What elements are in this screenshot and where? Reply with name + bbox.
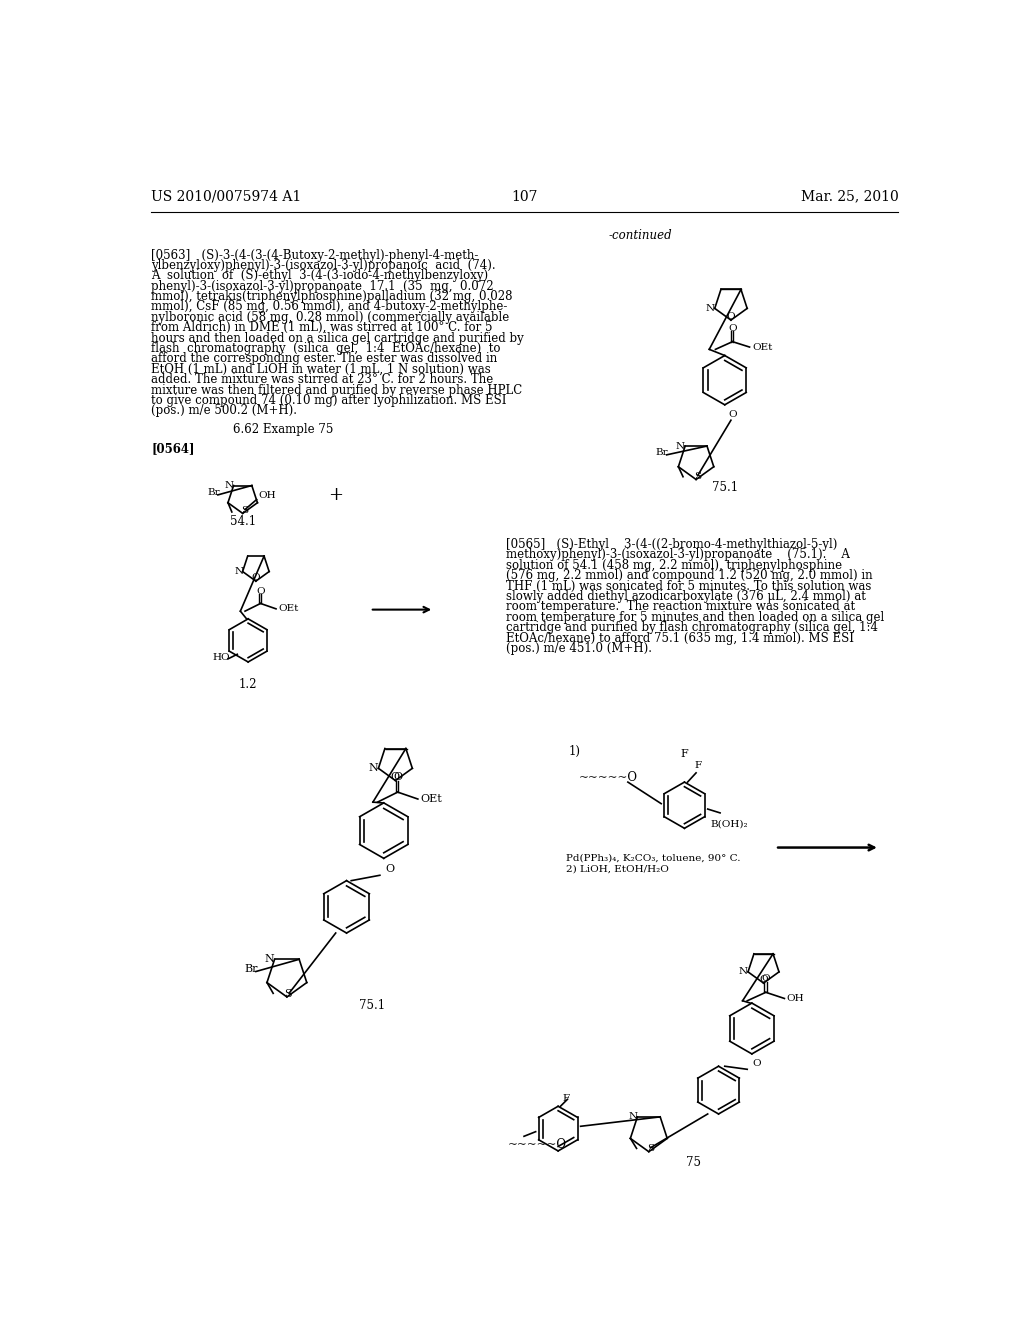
- Text: ~~~~~O: ~~~~~O: [508, 1138, 566, 1151]
- Text: O: O: [391, 772, 400, 781]
- Text: O: O: [727, 312, 735, 321]
- Text: THF (1 mL) was sonicated for 5 minutes. To this solution was: THF (1 mL) was sonicated for 5 minutes. …: [506, 579, 871, 593]
- Text: mmol), tetrakis(triphenylphosphine)palladium (32 mg, 0.028: mmol), tetrakis(triphenylphosphine)palla…: [152, 290, 513, 304]
- Text: F: F: [562, 1094, 569, 1104]
- Text: from Aldrich) in DME (1 mL), was stirred at 100° C. for 5: from Aldrich) in DME (1 mL), was stirred…: [152, 321, 493, 334]
- Text: 1.2: 1.2: [239, 678, 257, 692]
- Text: O: O: [762, 974, 770, 983]
- Text: N: N: [675, 442, 684, 450]
- Text: ylbenzyloxy)phenyl)-3-(isoxazol-3-yl)propanoic  acid  (74).: ylbenzyloxy)phenyl)-3-(isoxazol-3-yl)pro…: [152, 259, 496, 272]
- Text: flash  chromatography  (silica  gel,  1:4  EtOAc/hexane)  to: flash chromatography (silica gel, 1:4 Et…: [152, 342, 501, 355]
- Text: [0564]: [0564]: [152, 442, 195, 455]
- Text: 1): 1): [568, 746, 581, 758]
- Text: N: N: [628, 1113, 637, 1122]
- Text: slowly added diethyl azodicarboxylate (376 μL, 2.4 mmol) at: slowly added diethyl azodicarboxylate (3…: [506, 590, 866, 603]
- Text: nylboronic acid (58 mg, 0.28 mmol) (commercially available: nylboronic acid (58 mg, 0.28 mmol) (comm…: [152, 312, 510, 323]
- Text: HO: HO: [212, 652, 230, 661]
- Text: OH: OH: [258, 491, 275, 500]
- Text: O: O: [252, 573, 260, 582]
- Text: mmol), CsF (85 mg, 0.56 mmol), and 4-butoxy-2-methylphe-: mmol), CsF (85 mg, 0.56 mmol), and 4-but…: [152, 301, 508, 313]
- Text: N: N: [706, 304, 715, 313]
- Text: O: O: [728, 325, 737, 333]
- Text: B(OH)₂: B(OH)₂: [711, 820, 749, 829]
- Text: EtOAc/hexane) to afford 75.1 (635 mg, 1.4 mmol). MS ESI: EtOAc/hexane) to afford 75.1 (635 mg, 1.…: [506, 631, 854, 644]
- Text: S: S: [647, 1144, 654, 1154]
- Text: O: O: [385, 865, 394, 874]
- Text: S: S: [241, 506, 248, 515]
- Text: added. The mixture was stirred at 23° C. for 2 hours. The: added. The mixture was stirred at 23° C.…: [152, 374, 494, 387]
- Text: OEt: OEt: [753, 343, 773, 351]
- Text: N: N: [264, 954, 274, 965]
- Text: US 2010/0075974 A1: US 2010/0075974 A1: [152, 190, 301, 203]
- Text: EtOH (1 mL) and LiOH in water (1 mL, 1 N solution) was: EtOH (1 mL) and LiOH in water (1 mL, 1 N…: [152, 363, 490, 376]
- Text: +: +: [329, 486, 343, 503]
- Text: 6.62 Example 75: 6.62 Example 75: [232, 422, 333, 436]
- Text: 75: 75: [686, 1155, 701, 1168]
- Text: phenyl)-3-(isoxazol-3-yl)propanoate  17.1  (35  mg,  0.072: phenyl)-3-(isoxazol-3-yl)propanoate 17.1…: [152, 280, 494, 293]
- Text: Br: Br: [245, 964, 258, 974]
- Text: OH: OH: [786, 994, 805, 1003]
- Text: S: S: [694, 473, 701, 480]
- Text: (576 mg, 2.2 mmol) and compound 1.2 (520 mg, 2.0 mmol) in: (576 mg, 2.2 mmol) and compound 1.2 (520…: [506, 569, 872, 582]
- Text: O: O: [759, 974, 768, 983]
- Text: O: O: [728, 409, 737, 418]
- Text: OEt: OEt: [420, 795, 442, 804]
- Text: solution of 54.1 (458 mg, 2.2 mmol), triphenylphosphine: solution of 54.1 (458 mg, 2.2 mmol), tri…: [506, 558, 843, 572]
- Text: hours and then loaded on a silica gel cartridge and purified by: hours and then loaded on a silica gel ca…: [152, 331, 524, 345]
- Text: Br: Br: [207, 488, 220, 496]
- Text: N: N: [224, 480, 233, 490]
- Text: afford the corresponding ester. The ester was dissolved in: afford the corresponding ester. The este…: [152, 352, 498, 366]
- Text: ~~~~~O: ~~~~~O: [579, 771, 638, 784]
- Text: mixture was then filtered and purified by reverse phase HPLC: mixture was then filtered and purified b…: [152, 384, 522, 396]
- Text: [0563]   (S)-3-(4-(3-(4-Butoxy-2-methyl)-phenyl-4-meth-: [0563] (S)-3-(4-(3-(4-Butoxy-2-methyl)-p…: [152, 248, 478, 261]
- Text: room temperature for 5 minutes and then loaded on a silica gel: room temperature for 5 minutes and then …: [506, 611, 885, 624]
- Text: A  solution  of  (S)-ethyl  3-(4-(3-iodo-4-methylbenzyloxy): A solution of (S)-ethyl 3-(4-(3-iodo-4-m…: [152, 269, 488, 282]
- Text: methoxy)phenyl)-3-(isoxazol-3-yl)propanoate    (75.1).    A: methoxy)phenyl)-3-(isoxazol-3-yl)propano…: [506, 548, 850, 561]
- Text: Mar. 25, 2010: Mar. 25, 2010: [801, 190, 898, 203]
- Text: Pd(PPh₃)₄, K₂CO₃, toluene, 90° C.: Pd(PPh₃)₄, K₂CO₃, toluene, 90° C.: [566, 854, 740, 863]
- Text: N: N: [738, 968, 748, 977]
- Text: -continued: -continued: [608, 230, 672, 243]
- Text: 75.1: 75.1: [359, 999, 385, 1012]
- Text: N: N: [369, 763, 379, 774]
- Text: to give compound 74 (0.10 mg) after lyophilization. MS ESI: to give compound 74 (0.10 mg) after lyop…: [152, 395, 507, 407]
- Text: (pos.) m/e 451.0 (M+H).: (pos.) m/e 451.0 (M+H).: [506, 642, 652, 655]
- Text: 107: 107: [512, 190, 538, 203]
- Text: 2) LiOH, EtOH/H₂O: 2) LiOH, EtOH/H₂O: [566, 865, 669, 874]
- Text: O: O: [256, 587, 265, 597]
- Text: Br: Br: [655, 447, 669, 457]
- Text: F: F: [694, 762, 701, 771]
- Text: N: N: [234, 568, 244, 576]
- Text: cartridge and purified by flash chromatography (silica gel, 1:4: cartridge and purified by flash chromato…: [506, 622, 879, 634]
- Text: 54.1: 54.1: [229, 515, 256, 528]
- Text: O: O: [393, 772, 402, 783]
- Text: 75.1: 75.1: [712, 480, 738, 494]
- Text: (pos.) m/e 500.2 (M+H).: (pos.) m/e 500.2 (M+H).: [152, 404, 297, 417]
- Text: O: O: [753, 1059, 761, 1068]
- Text: S: S: [285, 989, 292, 999]
- Text: OEt: OEt: [279, 605, 299, 614]
- Text: F: F: [681, 750, 688, 759]
- Text: room temperature.  The reaction mixture was sonicated at: room temperature. The reaction mixture w…: [506, 601, 855, 614]
- Text: [0565]   (S)-Ethyl    3-(4-((2-bromo-4-methylthiazol-5-yl): [0565] (S)-Ethyl 3-(4-((2-bromo-4-methyl…: [506, 539, 838, 550]
